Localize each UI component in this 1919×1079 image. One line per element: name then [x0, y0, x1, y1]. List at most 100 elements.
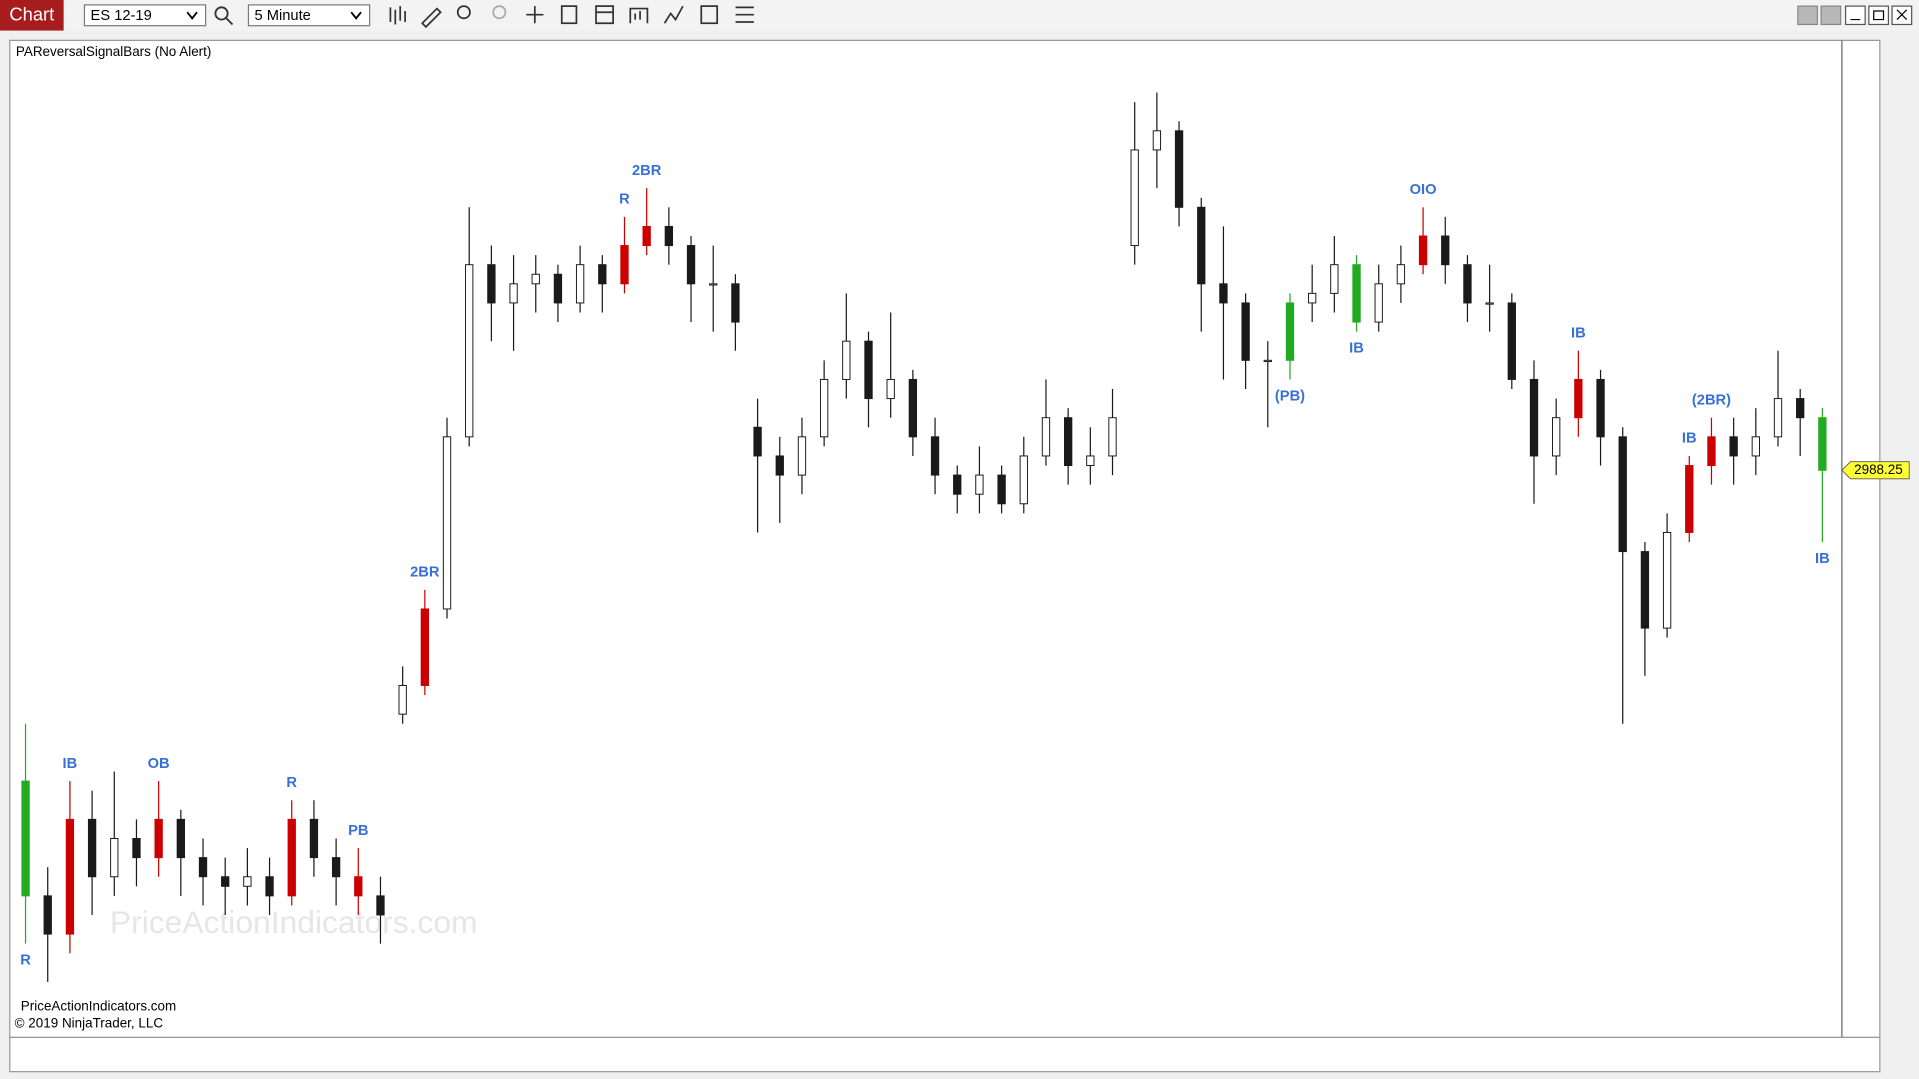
candle-body: [1662, 531, 1672, 629]
candle-body: [775, 455, 784, 476]
plot-area: [9, 39, 1881, 1039]
signal-label: IB: [63, 756, 78, 772]
signal-label: IB: [1815, 551, 1830, 567]
candle-body: [354, 876, 363, 897]
candle-body: [1330, 264, 1339, 294]
search-icon[interactable]: [214, 6, 229, 21]
candle-body: [664, 225, 674, 247]
candle-body: [1352, 264, 1361, 323]
candle-body: [1596, 378, 1605, 438]
candle-body: [1063, 417, 1073, 467]
candle-body: [1130, 149, 1139, 247]
candle-body: [1574, 378, 1583, 419]
indicator-icon[interactable]: [663, 5, 684, 24]
labels-layer: RIB OBRPB2BRR2BR(PB)IBOIOIBIB(2BR)IB2988.…: [20, 163, 1910, 969]
restore-button[interactable]: [1868, 5, 1890, 26]
candle-body: [331, 857, 341, 878]
candle-body: [1174, 130, 1184, 208]
signal-label: 2BR: [410, 565, 440, 581]
candle-body: [1263, 359, 1272, 363]
interval-select[interactable]: [247, 4, 371, 27]
indicator-title: PAReversalSignalBars (No Alert): [16, 44, 211, 59]
candle-body: [487, 264, 496, 304]
signal-label: R: [286, 775, 297, 791]
minimize-button[interactable]: [1844, 5, 1866, 26]
tab-label: Chart: [9, 4, 54, 25]
signal-label: IB: [1571, 326, 1586, 342]
candle-body: [1485, 302, 1494, 305]
window-button-glyphs: [1850, 9, 1908, 21]
window-button[interactable]: [1820, 5, 1842, 26]
candle-body: [243, 876, 252, 887]
candle-body: [43, 895, 52, 935]
candle-body: [1396, 264, 1406, 285]
candle-body: [1285, 302, 1295, 361]
candle-body: [1618, 436, 1627, 553]
instrument-select[interactable]: [83, 4, 207, 27]
candle-body: [819, 378, 829, 438]
candle-body: [575, 264, 585, 304]
window-buttons: [1797, 5, 1913, 26]
strategy-icon[interactable]: [629, 7, 649, 24]
chart-tab[interactable]: [0, 0, 64, 31]
signal-label: IB: [1682, 431, 1697, 447]
properties-icon[interactable]: [560, 5, 578, 25]
candle-body: [132, 837, 141, 859]
signal-label: (2BR): [1692, 392, 1731, 408]
time-axis: [9, 1036, 1881, 1073]
candle-body: [21, 780, 30, 897]
candle-body: [864, 340, 873, 400]
instrument-label: ES 12-19: [91, 8, 152, 24]
candle-body: [65, 818, 75, 935]
marks-layer: [21, 92, 1827, 982]
candle-body: [975, 474, 984, 495]
candle-body: [1152, 130, 1162, 151]
signal-label: 2BR: [632, 163, 662, 179]
footer-line: © 2019 NinjaTrader, LLC: [15, 1015, 164, 1030]
candle-body: [598, 264, 607, 285]
toolbar-icons: [389, 5, 754, 29]
bars-icon[interactable]: [389, 6, 406, 25]
candle-body: [531, 273, 540, 285]
candle-body: [1640, 551, 1650, 629]
crosshair-icon[interactable]: [526, 6, 544, 24]
zoom-out-icon[interactable]: [492, 5, 507, 20]
last-price-tag: [1841, 461, 1910, 480]
candle-body: [1019, 455, 1028, 505]
candle-body: [265, 876, 274, 897]
menu-icon[interactable]: [735, 6, 754, 23]
candle-body: [620, 245, 629, 285]
candle-body: [997, 474, 1006, 505]
candle-body: [1219, 283, 1228, 304]
last-price-label: 2988.25: [1854, 462, 1903, 477]
candle-body: [1086, 455, 1095, 467]
candle-body: [154, 818, 163, 859]
candle-body: [1197, 206, 1206, 285]
candle-body: [1308, 292, 1317, 304]
data-box-icon[interactable]: [700, 5, 719, 25]
candle-body: [709, 283, 718, 286]
draw-icon[interactable]: [421, 7, 442, 29]
candle-body: [1241, 302, 1250, 361]
candle-body: [1773, 398, 1783, 438]
zoom-in-icon[interactable]: [456, 5, 471, 20]
candle-body: [642, 225, 651, 247]
candle-body: [1685, 465, 1694, 533]
candle-body: [686, 245, 696, 285]
signal-label: IB: [1349, 341, 1364, 357]
candle-body: [309, 818, 319, 859]
candle-body: [442, 436, 452, 610]
signal-label: R: [20, 953, 31, 969]
window-button[interactable]: [1797, 5, 1819, 26]
candle-body: [1374, 283, 1383, 323]
candle-body: [1507, 302, 1516, 380]
candle-body: [1707, 436, 1716, 467]
candle-body: [1418, 235, 1428, 266]
candle-body: [198, 857, 208, 878]
candle-body: [1818, 417, 1827, 471]
template-icon[interactable]: [595, 5, 615, 25]
candle-body: [1441, 235, 1450, 266]
candle-body: [465, 264, 474, 438]
